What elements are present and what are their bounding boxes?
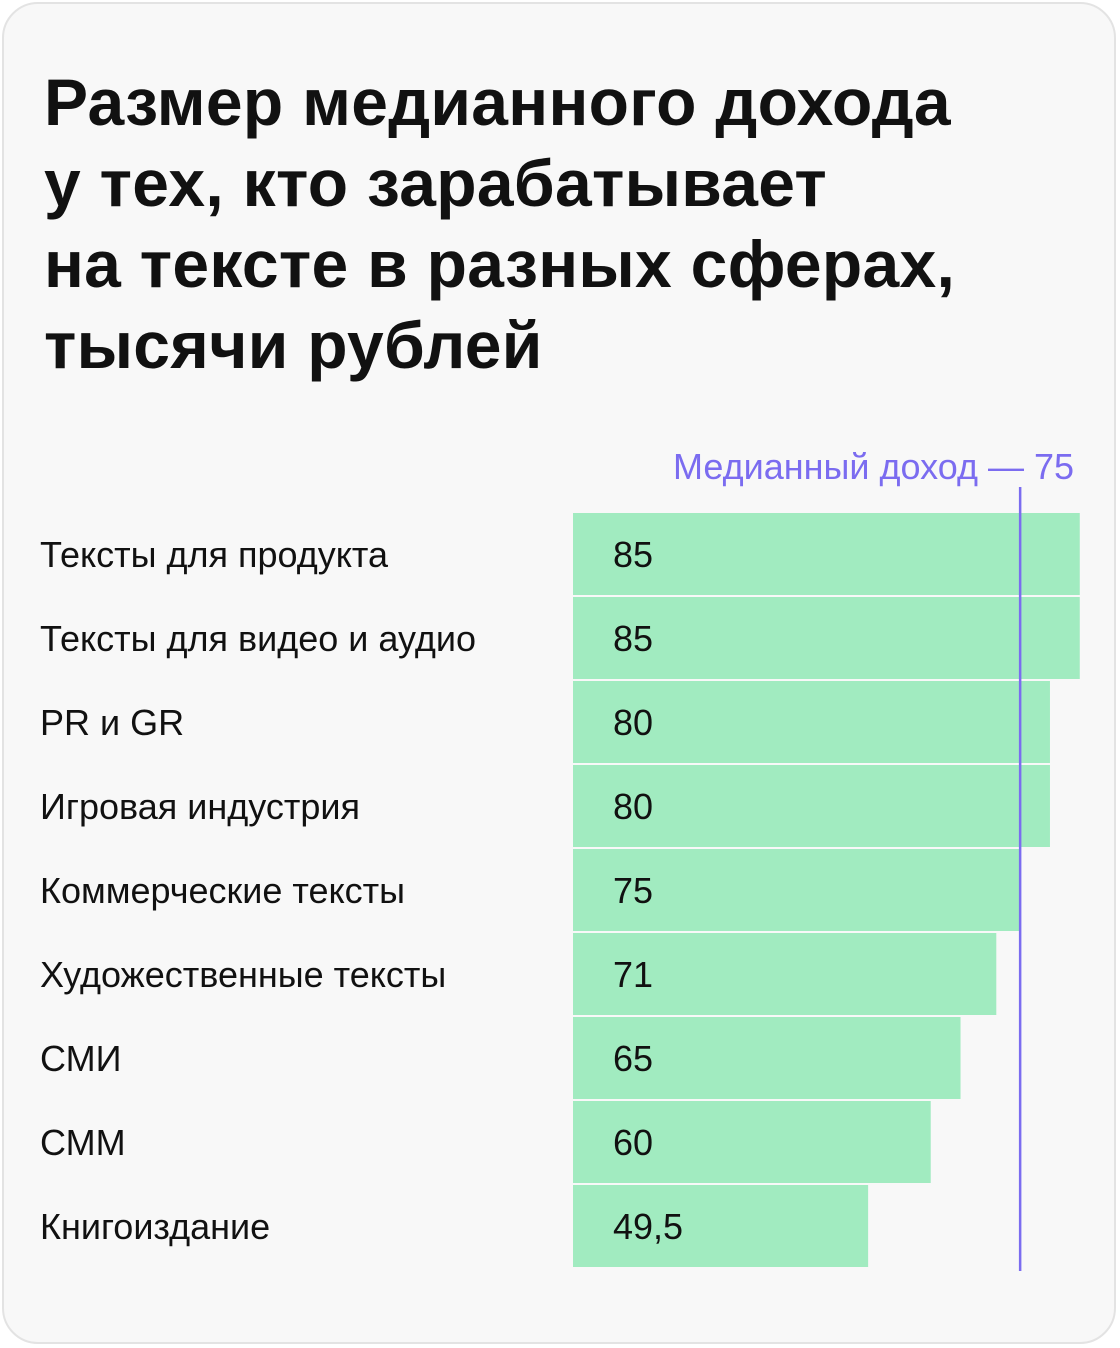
value-label: 71 (613, 954, 653, 995)
bar (573, 933, 997, 1015)
bar (573, 1185, 869, 1267)
value-label: 85 (613, 618, 653, 659)
bar (573, 849, 1021, 931)
value-label: 80 (613, 786, 653, 827)
value-label: 65 (613, 1038, 653, 1079)
category-label: Коммерческие тексты (40, 870, 405, 911)
median-reference-label: Медианный доход — 75 (673, 446, 1074, 487)
value-label: 80 (613, 702, 653, 743)
category-label: Игровая индустрия (40, 786, 360, 827)
category-label: СМИ (40, 1038, 121, 1079)
bar (573, 681, 1050, 763)
value-label: 85 (613, 534, 653, 575)
chart-title-line: Размер медианного дохода (44, 65, 951, 139)
category-label: Художественные тексты (40, 954, 446, 995)
bar (573, 1101, 931, 1183)
value-label: 60 (613, 1122, 653, 1163)
category-label: PR и GR (40, 702, 184, 743)
category-label: Тексты для продукта (40, 534, 389, 575)
category-label: Книгоиздание (40, 1206, 270, 1247)
chart-title-line: на тексте в разных сферах, (44, 227, 956, 301)
bar (573, 1017, 961, 1099)
value-label: 75 (613, 870, 653, 911)
category-label: СММ (40, 1122, 126, 1163)
value-label: 49,5 (613, 1206, 683, 1247)
bar (573, 765, 1050, 847)
chart-title: Размер медианного дохода у тех, кто зара… (44, 62, 1044, 386)
bar (573, 597, 1080, 679)
chart-title-line: у тех, кто зарабатывает (44, 146, 828, 220)
category-label: Тексты для видео и аудио (40, 618, 476, 659)
chart-title-line: тысячи рублей (44, 308, 543, 382)
bar (573, 513, 1080, 595)
